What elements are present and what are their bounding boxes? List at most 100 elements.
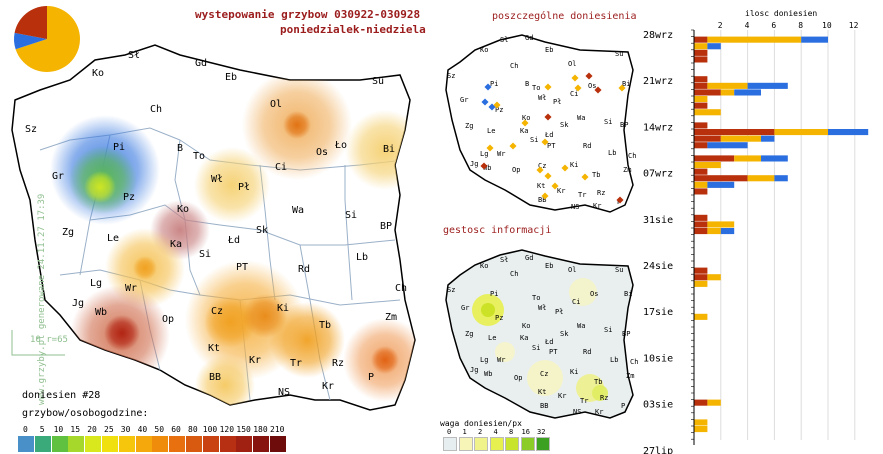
density-city-label: Sk: [560, 330, 569, 338]
bar-segment: [774, 175, 788, 182]
city-label: Ch: [395, 283, 407, 294]
bar-segment: [707, 43, 721, 50]
density-city-label: Jg: [470, 366, 478, 374]
reports-city-label: Op: [512, 166, 520, 174]
bar-segment: [707, 221, 735, 228]
reports-city-label: Gd: [525, 34, 533, 42]
report-marker[interactable]: [480, 162, 488, 170]
city-label: Os: [316, 147, 328, 158]
reports-city-label: Wł: [538, 94, 546, 102]
city-label: Ło: [334, 140, 347, 151]
report-marker[interactable]: [585, 72, 593, 80]
bar-segment: [694, 49, 708, 56]
density-map: Ko Sł Gd Eb Su Ch Ol Sz Pi Os Bi To Ci Gr Wł Pł Pz Ko Wa Si…: [445, 249, 638, 419]
report-marker[interactable]: [571, 74, 579, 82]
report-marker[interactable]: [551, 182, 559, 190]
report-marker[interactable]: [544, 172, 552, 180]
city-label: Gr: [52, 171, 64, 182]
density-city-label: Eb: [545, 262, 553, 270]
report-marker[interactable]: [509, 142, 517, 150]
city-label: NS: [278, 387, 290, 398]
city-label: Bi: [383, 144, 395, 155]
reports-city-label: Si: [530, 136, 538, 144]
weight-value: 0: [447, 428, 452, 436]
report-marker[interactable]: [481, 98, 489, 106]
reports-city-label: Cz: [538, 162, 546, 170]
city-label: P: [368, 372, 374, 383]
density-city-label: BB: [540, 402, 548, 410]
report-marker[interactable]: [541, 138, 549, 146]
legend-swatch: [34, 436, 51, 452]
density-city-label: To: [532, 294, 540, 302]
city-label: Si: [345, 210, 357, 221]
density-city-label: Wr: [497, 356, 505, 364]
city-label: Jg: [72, 298, 84, 309]
reports-city-label: Tr: [578, 191, 586, 199]
density-city-label: Ko: [480, 262, 488, 270]
hotspot: [133, 256, 157, 280]
report-marker[interactable]: [574, 84, 582, 92]
density-city-label: P: [621, 402, 625, 410]
reports-city-label: Łd: [544, 131, 553, 139]
weight-value: 32: [537, 428, 546, 436]
reports-poland-outline: [445, 34, 634, 213]
legend-value: 150: [236, 425, 251, 434]
density-city-label: Pi: [490, 290, 498, 298]
density-city-label: Ol: [568, 266, 576, 274]
city-label: Kr: [322, 381, 334, 392]
bar-segment: [694, 168, 708, 175]
city-label: Ko: [92, 68, 104, 79]
report-marker[interactable]: [581, 173, 589, 181]
bar-segment: [694, 36, 708, 43]
report-marker[interactable]: [486, 144, 494, 152]
x-tick-label: 4: [745, 21, 750, 30]
density-blob: [527, 360, 563, 396]
reports-city-label: Sł: [500, 36, 508, 44]
report-marker[interactable]: [541, 192, 549, 200]
report-count: doniesien #28: [22, 390, 101, 401]
reports-city-label: Os: [588, 82, 596, 90]
city-label: Ol: [270, 99, 282, 110]
generated-watermark: www.grzyby.pl generowane 24.11.27 17:39: [37, 193, 47, 405]
report-marker[interactable]: [484, 83, 492, 91]
hotspot: [104, 315, 140, 351]
density-city-label: Ka: [520, 334, 528, 342]
report-marker[interactable]: [544, 83, 552, 91]
axis-title: ilosc doniesien: [745, 9, 817, 18]
legend-swatch: [51, 436, 68, 452]
legend-swatch: [202, 436, 219, 452]
reports-map: Sł Gd Eb Su Ko Ol Ch Sz Pi B To Os Bi Ci Gr Wł Pł Pz Ko Wa S…: [445, 34, 636, 213]
density-city-label: Su: [615, 266, 623, 274]
bar-segment: [694, 122, 708, 129]
density-blob: [481, 303, 495, 317]
city-label: Lb: [356, 252, 368, 263]
reports-city-label: PT: [547, 142, 556, 150]
report-marker[interactable]: [521, 119, 529, 127]
density-city-label: BP: [622, 330, 630, 338]
report-marker[interactable]: [561, 164, 569, 172]
x-tick-label: 12: [849, 21, 859, 30]
bar-segment: [694, 162, 721, 169]
report-marker[interactable]: [616, 196, 624, 204]
density-city-label: Os: [590, 290, 598, 298]
bar-chart: ilosc doniesien 2 4 6 8 10 12 28wrz 21wrz 14wrz 07…: [643, 9, 869, 454]
reports-city-label: Lb: [608, 149, 616, 157]
bar-segment: [707, 36, 802, 43]
city-label: Eb: [225, 72, 237, 83]
reports-city-label: Tb: [592, 171, 600, 179]
bar-segment: [720, 89, 735, 96]
reports-city-label: Si: [604, 118, 612, 126]
report-marker[interactable]: [544, 113, 552, 121]
report-marker[interactable]: [493, 101, 501, 109]
date-label: 24sie: [643, 261, 673, 272]
city-label: B: [177, 143, 183, 154]
report-marker[interactable]: [594, 86, 602, 94]
report-marker[interactable]: [618, 84, 626, 92]
report-marker[interactable]: [536, 166, 544, 174]
reports-map-title: poszczególne doniesienia: [492, 11, 637, 22]
legend-swatch: [102, 436, 118, 452]
legend-value: 30: [120, 425, 131, 434]
reports-city-label: BP: [620, 121, 628, 129]
hotspot: [283, 111, 311, 139]
density-city-label: Zg: [465, 330, 473, 338]
